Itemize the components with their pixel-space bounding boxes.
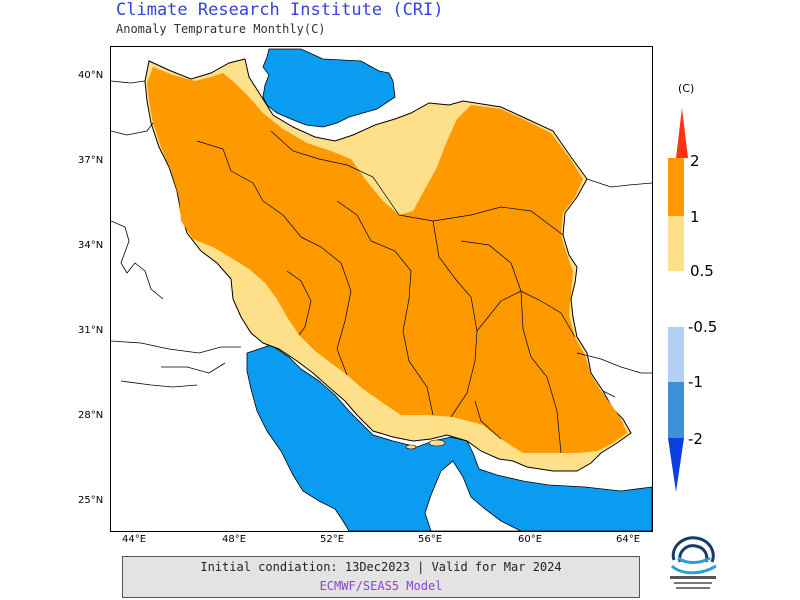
province-borders [196, 130, 576, 454]
lon-label-48: 48°E [222, 534, 247, 545]
map-title: Climate Research Institute (CRI) [116, 0, 444, 20]
map-panel [110, 46, 653, 532]
neighbor-borders [111, 80, 652, 398]
lat-label-28: 28°N [78, 410, 104, 421]
legend-label-1: 1 [690, 208, 700, 226]
lat-label-31: 31°N [78, 325, 104, 336]
lon-label-64: 64°E [616, 534, 641, 545]
legend-cold-05-1 [668, 327, 684, 382]
model-name-text: ECMWF/SEAS5 Model [319, 579, 443, 593]
legend-cold-arrow [668, 438, 684, 492]
map-subtitle: Anomaly Temprature Monthly(C) [116, 22, 326, 36]
initial-condition-text: Initial condiation: 13Dec2023 | Valid fo… [200, 560, 562, 574]
lat-label-40: 40°N [78, 70, 104, 81]
island [405, 444, 417, 450]
iran-anomaly-map [111, 48, 652, 531]
legend-label-neg1: -1 [688, 373, 703, 391]
lon-label-60: 60°E [518, 534, 543, 545]
legend-label-2: 2 [690, 152, 700, 170]
anomaly-zone-1-2c [147, 67, 627, 453]
lat-label-25: 25°N [78, 495, 104, 506]
legend-label-05: 0.5 [690, 262, 714, 280]
legend-warm-2-1 [668, 158, 684, 216]
legend-label-neg05: -0.5 [688, 318, 717, 336]
lon-label-56: 56°E [418, 534, 443, 545]
caspian-sea [262, 48, 396, 128]
legend-label-neg2: -2 [688, 430, 703, 448]
persian-gulf [246, 344, 652, 531]
lat-label-34: 34°N [78, 240, 104, 251]
legend-unit: (C) [678, 82, 694, 95]
info-box: Initial condiation: 13Dec2023 | Valid fo… [122, 556, 640, 598]
lon-label-52: 52°E [320, 534, 345, 545]
rimas-logo-icon [660, 522, 730, 594]
legend-cold-1-2 [668, 382, 684, 438]
legend-warm-arrow [676, 108, 688, 158]
legend-warm-1-05 [668, 216, 684, 271]
island [428, 439, 446, 447]
lon-label-44: 44°E [122, 534, 147, 545]
color-legend: (C) 2 1 0.5 -0.5 -1 -2 [668, 78, 728, 498]
musandam-coast [424, 460, 522, 531]
lat-label-37: 37°N [78, 155, 104, 166]
